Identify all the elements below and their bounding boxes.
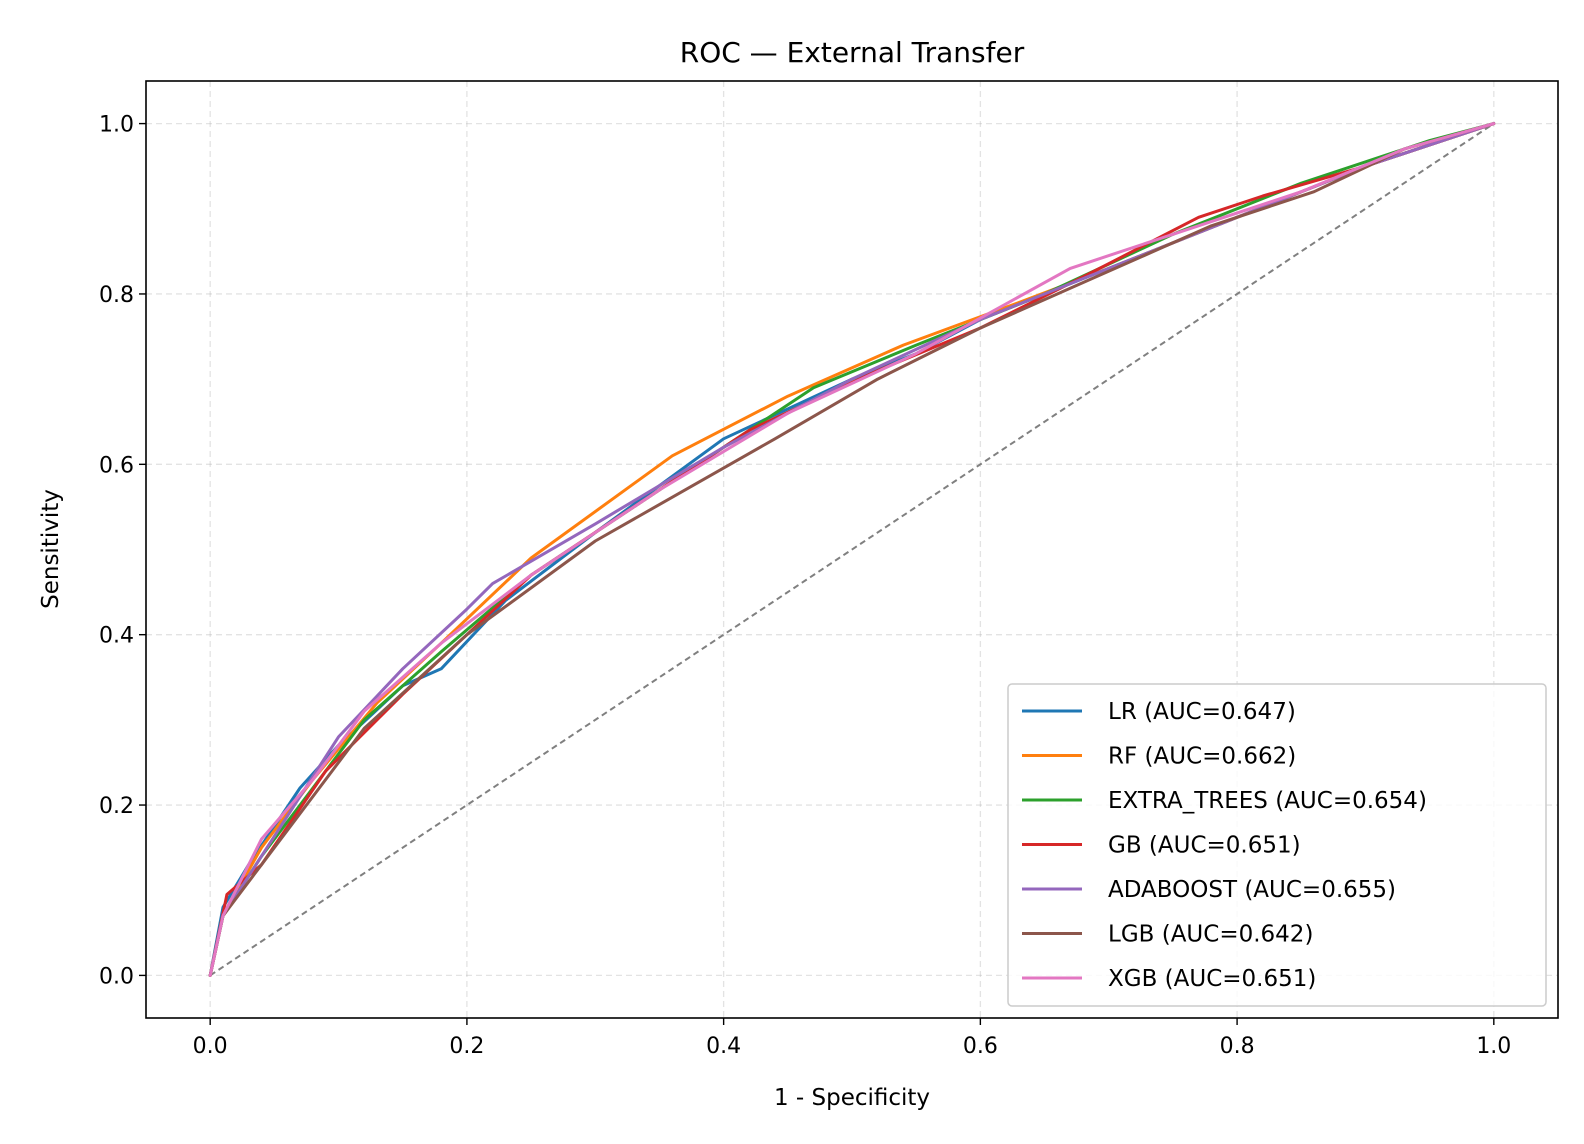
y-tick-label: 0.6 <box>99 453 134 478</box>
plot-frame <box>145 80 1559 1019</box>
y-tick-label: 0.2 <box>99 794 134 819</box>
x-tick-label: 0.6 <box>963 1034 998 1059</box>
roc-curves <box>208 122 1496 977</box>
x-axis-ticks: 0.0 0.2 0.4 0.6 0.8 1.0 <box>193 1018 1511 1059</box>
legend-label-lr: LR (AUC=0.647) <box>1108 699 1296 725</box>
x-tick-label: 0.4 <box>706 1034 741 1059</box>
legend-label-xgb: XGB (AUC=0.651) <box>1108 966 1316 992</box>
roc-curve-gb <box>208 122 1496 977</box>
chance-diagonal <box>209 122 1495 977</box>
chart-title: ROC — External Transfer <box>680 36 1025 69</box>
legend-label-adaboost: ADABOOST (AUC=0.655) <box>1108 877 1396 903</box>
legend-label-rf: RF (AUC=0.662) <box>1108 744 1296 770</box>
roc-curve-lgb <box>208 122 1496 977</box>
y-tick-label: 0.4 <box>99 624 134 649</box>
legend: LR (AUC=0.647) RF (AUC=0.662) EXTRA_TREES … <box>1007 683 1547 1007</box>
y-tick-label: 1.0 <box>99 113 134 138</box>
x-tick-label: 0.0 <box>193 1034 228 1059</box>
roc-curve-xgb <box>208 122 1496 977</box>
legend-box <box>1007 683 1547 1007</box>
legend-label-lgb: LGB (AUC=0.642) <box>1108 922 1313 948</box>
x-tick-label: 1.0 <box>1476 1034 1511 1059</box>
x-axis-title: 1 - Specificity <box>774 1085 930 1111</box>
legend-label-gb: GB (AUC=0.651) <box>1108 833 1301 859</box>
x-tick-label: 0.8 <box>1220 1034 1255 1059</box>
y-axis-title: Sensitivity <box>38 489 64 609</box>
chance-line <box>209 122 1495 977</box>
y-tick-label: 0.0 <box>99 964 134 989</box>
legend-label-extra-trees: EXTRA_TREES (AUC=0.654) <box>1108 788 1427 814</box>
y-tick-label: 0.8 <box>99 283 134 308</box>
x-tick-label: 0.2 <box>449 1034 484 1059</box>
y-axis-ticks: 0.0 0.2 0.4 0.6 0.8 1.0 <box>99 113 146 989</box>
